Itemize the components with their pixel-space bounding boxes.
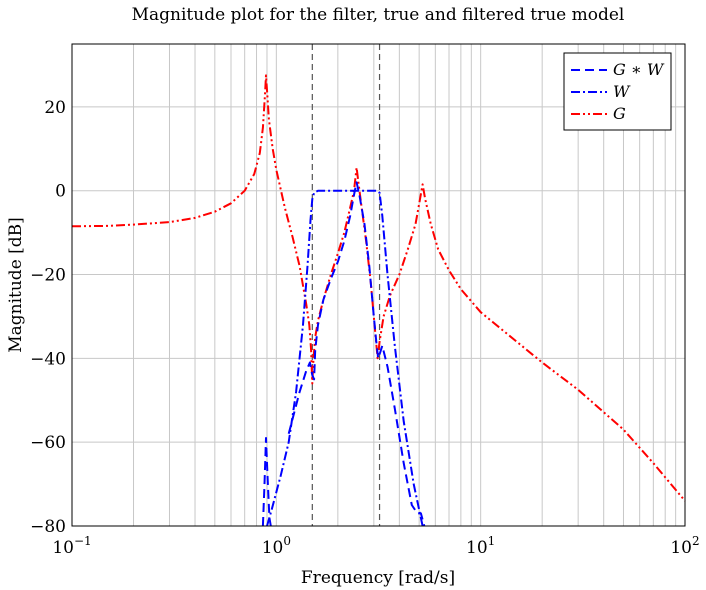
legend-label: G xyxy=(613,104,626,123)
series-line-g xyxy=(71,74,686,502)
x-tick-label: 10−1 xyxy=(52,534,91,558)
x-tick-label: 100 xyxy=(262,534,291,558)
legend-label: W xyxy=(613,82,631,101)
grid xyxy=(72,44,685,526)
plot-frame xyxy=(71,43,686,527)
y-tick-label: 0 xyxy=(55,182,66,202)
y-tick-label: −40 xyxy=(30,349,66,369)
series-group xyxy=(71,74,686,527)
y-tick-label: −60 xyxy=(30,433,66,453)
legend: G ∗ W WG xyxy=(563,52,672,131)
chart-title: Magnitude plot for the filter, true and … xyxy=(132,5,625,25)
series-line-gw xyxy=(261,437,272,527)
y-tick-label: −80 xyxy=(30,517,66,537)
x-axis-label: Frequency [rad/s] xyxy=(301,568,455,588)
x-tick-label: 102 xyxy=(670,534,699,558)
x-tick-label: 101 xyxy=(466,534,495,558)
legend-box xyxy=(563,52,672,131)
y-tick-labels: −80 −60 −40 −20 0 20 xyxy=(30,98,66,537)
y-tick-label: −20 xyxy=(30,266,66,286)
y-axis-label: Magnitude [dB] xyxy=(6,217,26,353)
vertical-markers xyxy=(311,44,381,526)
legend-label: G ∗ W xyxy=(613,60,665,79)
series-line-gw xyxy=(287,181,426,527)
y-tick-label: 20 xyxy=(44,98,66,118)
x-tick-labels: 10−1 100 101 102 xyxy=(52,534,699,558)
